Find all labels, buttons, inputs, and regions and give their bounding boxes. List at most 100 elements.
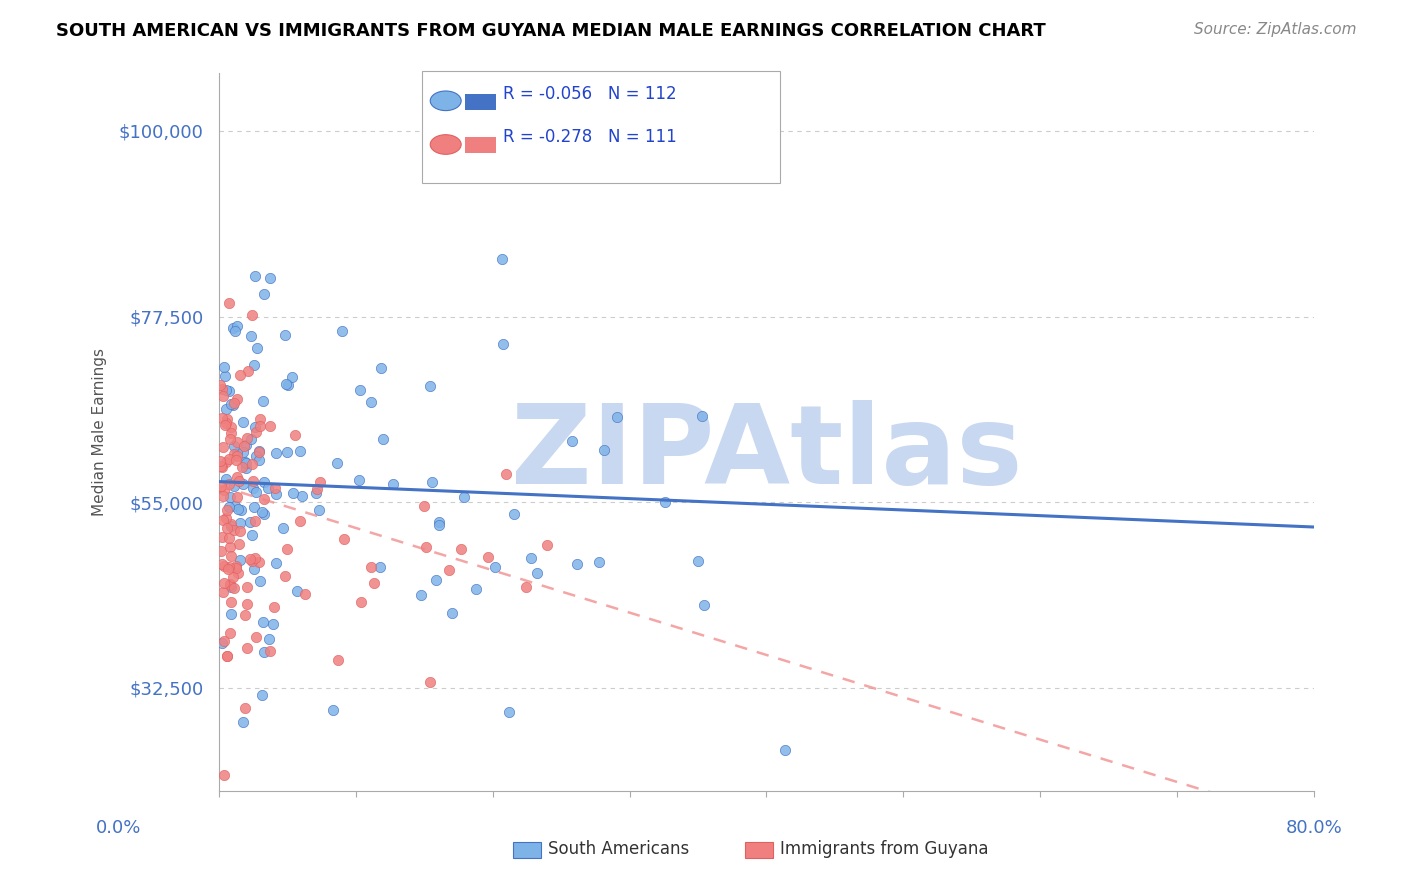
- Point: [274, 328, 297, 343]
- Point: [330, 324, 353, 338]
- Point: [212, 389, 235, 403]
- Point: [526, 566, 548, 581]
- Point: [249, 574, 271, 588]
- Point: [413, 499, 436, 513]
- Point: [242, 562, 264, 576]
- Point: [263, 600, 285, 615]
- Point: [219, 549, 242, 564]
- Point: [209, 479, 232, 493]
- Point: [252, 615, 274, 629]
- Point: [274, 377, 297, 392]
- Point: [217, 562, 239, 576]
- Point: [212, 558, 235, 573]
- Point: [215, 417, 238, 431]
- Point: [211, 585, 233, 599]
- Point: [214, 369, 236, 384]
- Point: [277, 378, 299, 392]
- Point: [688, 553, 710, 567]
- Point: [239, 329, 262, 343]
- Point: [427, 515, 450, 529]
- Point: [218, 532, 240, 546]
- Point: [231, 503, 253, 517]
- Point: [219, 577, 242, 591]
- Text: Source: ZipAtlas.com: Source: ZipAtlas.com: [1194, 22, 1357, 37]
- Point: [253, 491, 276, 506]
- Point: [226, 501, 249, 516]
- Point: [240, 308, 263, 322]
- Point: [215, 511, 238, 525]
- Point: [360, 560, 382, 574]
- Point: [245, 484, 267, 499]
- Point: [347, 473, 370, 487]
- Point: [236, 641, 259, 656]
- Point: [222, 398, 245, 412]
- Point: [211, 530, 233, 544]
- Point: [264, 487, 287, 501]
- Point: [242, 481, 264, 495]
- Point: [225, 392, 247, 407]
- Point: [214, 418, 236, 433]
- Point: [415, 540, 437, 554]
- Point: [245, 630, 267, 644]
- Point: [262, 616, 284, 631]
- Point: [304, 486, 326, 500]
- Point: [221, 425, 243, 440]
- Point: [360, 395, 382, 409]
- Text: ZIPAtlas: ZIPAtlas: [510, 401, 1022, 508]
- Point: [222, 439, 245, 453]
- Point: [239, 551, 262, 566]
- Point: [228, 537, 250, 551]
- Point: [502, 507, 524, 521]
- Point: [238, 364, 260, 378]
- Point: [427, 518, 450, 533]
- Point: [257, 632, 280, 646]
- Point: [218, 500, 240, 514]
- Point: [515, 580, 537, 594]
- Point: [211, 513, 233, 527]
- Point: [229, 524, 252, 539]
- Point: [441, 606, 464, 620]
- Point: [218, 452, 240, 467]
- Point: [491, 252, 513, 267]
- Point: [271, 521, 294, 535]
- Point: [259, 644, 281, 658]
- Point: [217, 649, 239, 664]
- Point: [419, 674, 441, 689]
- Point: [229, 368, 252, 383]
- Point: [419, 378, 441, 392]
- Point: [247, 555, 270, 569]
- Point: [253, 287, 276, 301]
- Point: [226, 434, 249, 449]
- Point: [218, 476, 240, 491]
- Point: [211, 558, 233, 572]
- Point: [291, 489, 314, 503]
- Point: [212, 489, 235, 503]
- Point: [775, 743, 797, 757]
- Point: [229, 552, 252, 566]
- Point: [245, 419, 267, 434]
- Point: [218, 490, 240, 504]
- Point: [229, 516, 252, 530]
- Point: [285, 583, 308, 598]
- Point: [592, 442, 614, 457]
- Point: [228, 566, 250, 580]
- Point: [240, 528, 263, 542]
- Point: [308, 503, 330, 517]
- Point: [588, 555, 610, 569]
- Text: 0.0%: 0.0%: [96, 819, 141, 837]
- Point: [333, 532, 356, 546]
- Point: [211, 411, 233, 425]
- Point: [232, 415, 254, 429]
- Point: [281, 485, 304, 500]
- Point: [222, 478, 245, 492]
- Point: [247, 453, 270, 467]
- Point: [243, 359, 266, 373]
- Point: [209, 459, 232, 474]
- Point: [228, 475, 250, 489]
- Point: [453, 490, 475, 504]
- Point: [225, 453, 247, 467]
- Point: [218, 576, 240, 591]
- Point: [245, 425, 267, 439]
- Point: [215, 503, 238, 517]
- Point: [218, 432, 240, 446]
